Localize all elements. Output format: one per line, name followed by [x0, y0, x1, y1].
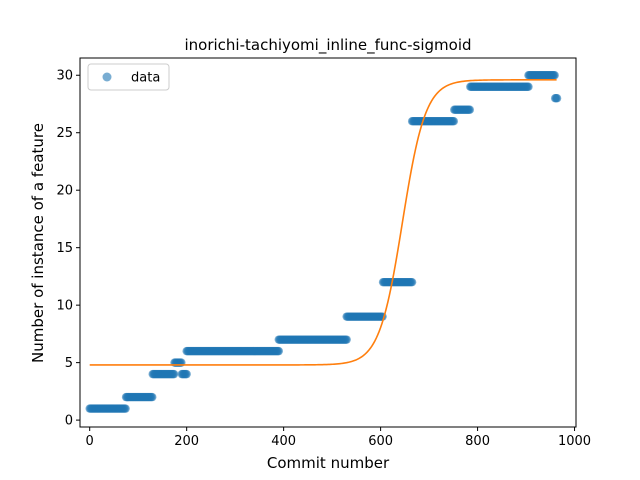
- y-tick-label: 20: [56, 184, 73, 199]
- data-point: [407, 277, 417, 287]
- legend-box: [87, 63, 170, 91]
- data-point: [182, 369, 191, 379]
- legend: data: [87, 63, 170, 91]
- data-point: [465, 105, 475, 114]
- plot-inner: [85, 71, 562, 413]
- y-tick-label: 10: [56, 299, 73, 314]
- y-tick-label: 0: [65, 414, 73, 429]
- x-tick-label: 1000: [558, 434, 591, 449]
- x-tick-label: 200: [174, 434, 199, 449]
- data-point: [552, 94, 562, 103]
- data-point: [524, 82, 533, 91]
- data-point: [121, 404, 130, 413]
- legend-marker: [102, 72, 112, 82]
- axes: 0 200 400 600 800 1000 0 5 10 15 20 25 30: [56, 57, 591, 449]
- x-tick-label: 400: [271, 434, 296, 449]
- data-point: [148, 392, 157, 402]
- x-tick-label: 800: [465, 434, 490, 449]
- y-tick-label: 15: [56, 241, 73, 256]
- legend-label: data: [131, 71, 160, 86]
- y-tick-label: 25: [56, 126, 73, 141]
- data-point: [449, 117, 459, 126]
- plot-frame: [79, 57, 577, 428]
- data-point: [550, 71, 559, 80]
- y-axis-label: Number of instance of a feature: [29, 123, 47, 363]
- y-tick-label: 5: [65, 356, 73, 371]
- data-point: [169, 369, 179, 379]
- x-axis-label: Commit number: [267, 454, 390, 472]
- plot-area: [85, 71, 562, 413]
- data-point: [342, 335, 351, 344]
- data-point: [274, 346, 283, 356]
- data-series: [85, 71, 562, 413]
- x-tick-label: 0: [86, 434, 94, 449]
- y-tick-label: 30: [56, 69, 73, 84]
- x-tick-label: 600: [368, 434, 393, 449]
- chart-title: inorichi-tachiyomi_inline_func-sigmoid: [184, 36, 471, 55]
- fit-line: [89, 79, 557, 366]
